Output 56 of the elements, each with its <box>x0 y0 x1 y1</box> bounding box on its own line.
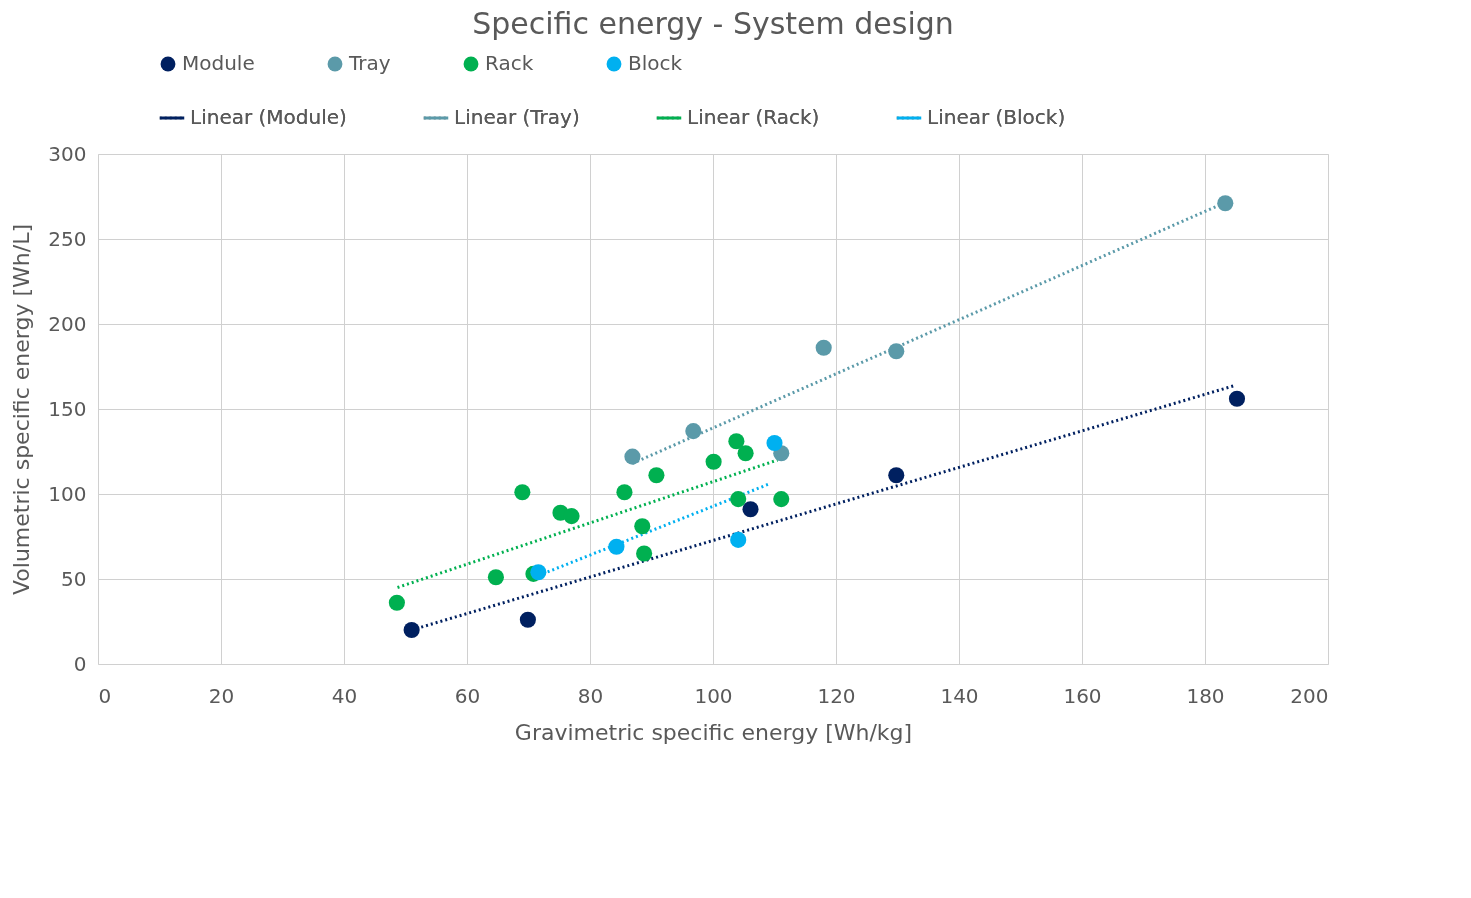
point <box>730 531 747 548</box>
y-tick-label: 50 <box>61 566 87 591</box>
point <box>616 484 633 501</box>
point <box>634 518 651 535</box>
point <box>388 594 405 611</box>
point <box>514 484 531 501</box>
y-tick-label: 250 <box>48 226 87 251</box>
legend-label: Linear (Tray) <box>454 105 580 129</box>
point <box>1217 195 1234 212</box>
legend-label: Tray <box>348 51 391 75</box>
y-tick-label: 150 <box>48 396 87 421</box>
point <box>530 564 547 581</box>
point <box>519 611 536 628</box>
x-tick-label: 20 <box>208 683 235 708</box>
x-tick-label: 120 <box>817 683 856 708</box>
point <box>403 621 420 639</box>
legend-label: Linear (Block) <box>927 105 1066 129</box>
point <box>888 467 905 484</box>
x-tick-label: 60 <box>454 683 481 708</box>
point <box>766 434 783 452</box>
x-tick-label: 40 <box>331 683 358 708</box>
point <box>705 453 722 470</box>
y-tick-label: 100 <box>48 481 87 506</box>
legend-label: Linear (Rack) <box>687 105 820 129</box>
point <box>1228 390 1246 407</box>
point <box>487 569 504 586</box>
legend-label: Block <box>628 51 683 75</box>
x-tick-label: 100 <box>694 683 733 708</box>
point <box>648 467 665 484</box>
point <box>815 339 832 356</box>
x-tick-label: 0 <box>98 683 112 708</box>
point <box>636 545 653 562</box>
y-tick-label: 300 <box>48 141 87 166</box>
point <box>685 423 702 440</box>
point <box>563 508 580 525</box>
point <box>737 445 754 462</box>
x-tick-label: 140 <box>940 683 979 708</box>
point <box>773 491 790 508</box>
point <box>742 501 759 518</box>
chart-title: Specific energy - System design <box>472 6 954 41</box>
point <box>730 491 747 508</box>
y-axis-title: Volumetric specific energy [Wh/L] <box>9 224 35 595</box>
x-tick-label: 160 <box>1063 683 1102 708</box>
x-tick-label: 200 <box>1290 683 1329 708</box>
x-axis-title: Gravimetric specific energy [Wh/kg] <box>514 719 913 745</box>
point <box>888 343 905 360</box>
legend-label: Rack <box>485 51 534 75</box>
point <box>624 448 641 465</box>
point <box>728 433 745 450</box>
x-tick-label: 80 <box>577 683 604 708</box>
x-tick-label: 180 <box>1186 683 1225 708</box>
legend-label: Module <box>182 51 255 75</box>
point <box>608 538 625 555</box>
legend-label: Linear (Module) <box>190 105 347 129</box>
y-tick-label: 0 <box>73 651 87 676</box>
y-tick-label: 200 <box>48 311 87 336</box>
